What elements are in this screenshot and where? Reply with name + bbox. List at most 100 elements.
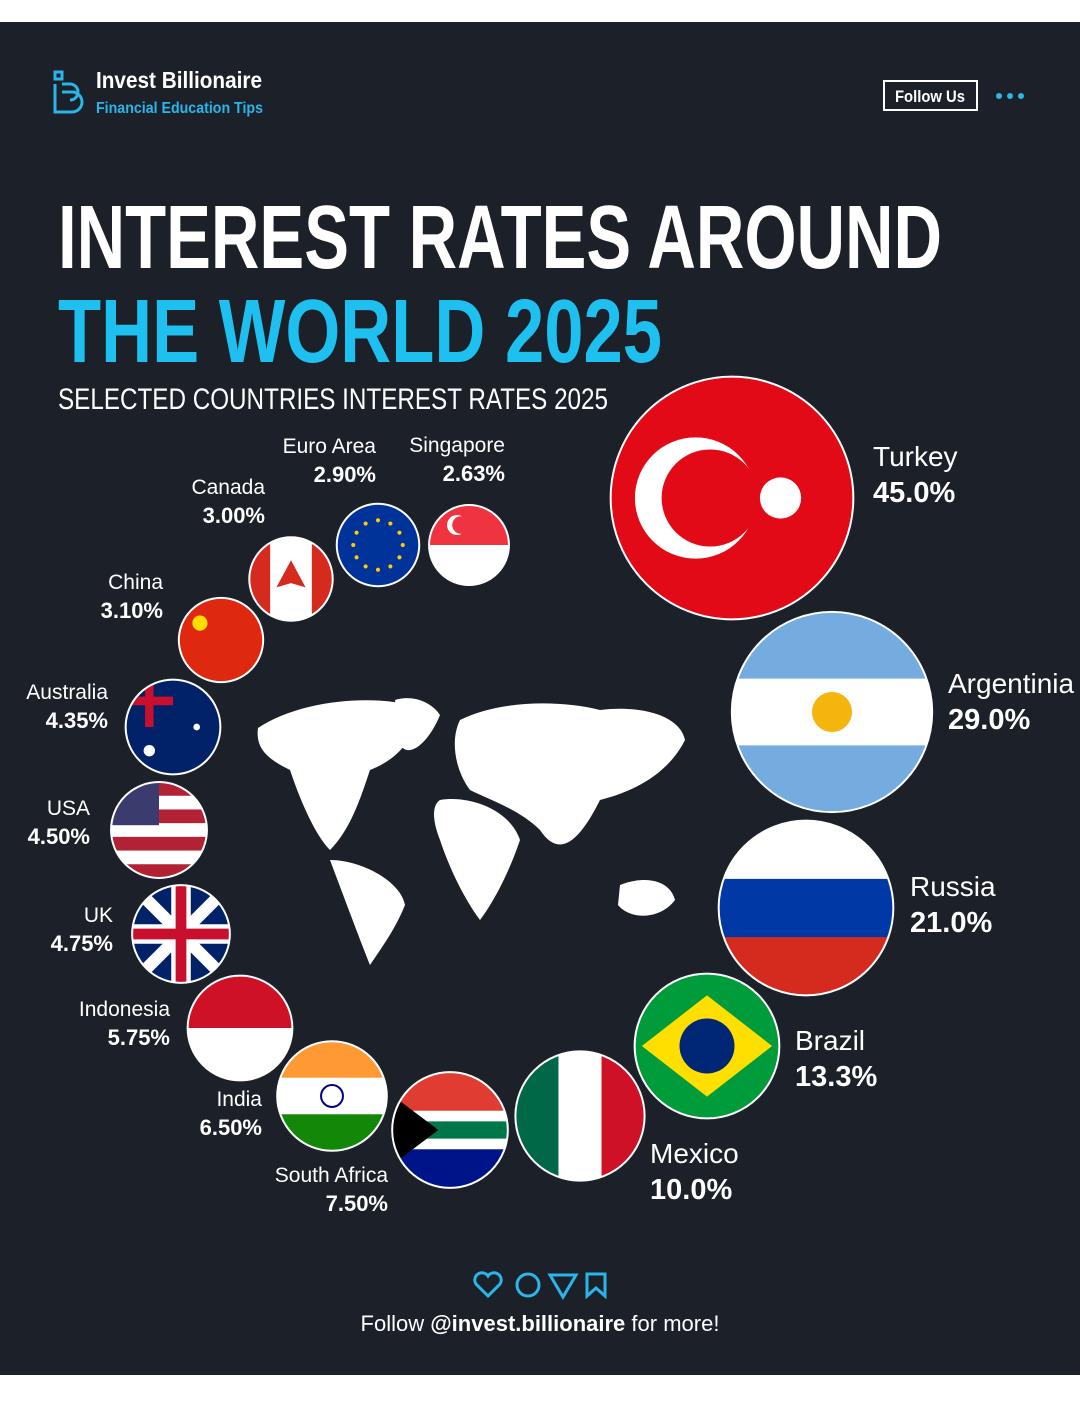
flag-emblem	[661, 449, 759, 547]
logo	[53, 70, 84, 114]
world-map	[257, 698, 685, 965]
flag	[634, 973, 780, 1119]
bubble	[633, 972, 781, 1120]
flag	[132, 885, 230, 983]
bubble	[276, 1040, 388, 1152]
flag-emblem	[363, 521, 368, 526]
flag-emblem	[276, 560, 306, 588]
flag-emblem	[392, 1095, 439, 1165]
value-label: 21.0%	[910, 907, 992, 939]
bubble	[335, 502, 421, 588]
brand: Invest Billionaire	[96, 67, 262, 93]
country-label: Russia	[910, 871, 996, 902]
more-menu[interactable]	[996, 93, 1024, 99]
bubble	[428, 504, 510, 586]
value-label: 2.63%	[443, 461, 505, 486]
value-label: 13.3%	[795, 1061, 877, 1093]
flag-stripe	[336, 503, 420, 587]
bubble	[186, 974, 294, 1082]
flag-emblem	[351, 542, 356, 548]
value-label: 3.10%	[101, 598, 163, 623]
flag-emblem	[143, 745, 155, 757]
flag-emblem	[320, 1084, 344, 1108]
value-label: 5.75%	[108, 1025, 170, 1050]
title-line-2: THE WORLD 2025	[58, 282, 662, 382]
flag	[610, 376, 854, 620]
country-label: Brazil	[795, 1025, 865, 1056]
flag-emblem	[397, 555, 402, 560]
country-label: Singapore	[409, 434, 505, 457]
country-label: India	[216, 1088, 262, 1111]
flag-stripe	[111, 823, 207, 838]
footer-suffix: for more!	[631, 1311, 719, 1336]
flag-stripe	[718, 878, 894, 939]
country-label: South Africa	[275, 1164, 389, 1187]
value-label: 6.50%	[200, 1115, 262, 1140]
value-label: 4.35%	[46, 708, 108, 733]
flag-emblem	[132, 885, 230, 983]
flag-emblem	[354, 530, 359, 535]
action-icons[interactable]	[473, 1271, 607, 1300]
subtitle: SELECTED COUNTRIES INTEREST RATES 2025	[58, 383, 608, 416]
country-label: USA	[47, 797, 90, 820]
country-label: Canada	[191, 476, 265, 499]
flag-emblem	[388, 564, 393, 569]
country-label: UK	[84, 904, 113, 927]
flag-emblem	[452, 516, 470, 534]
value-label: 45.0%	[873, 477, 955, 509]
flag-stripe	[178, 597, 264, 683]
flag-emblem	[363, 564, 368, 569]
bubble	[730, 610, 934, 814]
flag-stripe	[125, 679, 221, 775]
value-label: 7.50%	[326, 1191, 388, 1216]
flag-emblem	[759, 477, 802, 519]
bubble	[609, 375, 855, 621]
flag-emblem	[679, 1018, 735, 1074]
bubble	[131, 884, 231, 984]
flag	[178, 597, 264, 683]
value-label: 4.50%	[28, 824, 90, 849]
flag-stripe	[291, 537, 313, 621]
bubble	[717, 819, 895, 997]
follow-button-label[interactable]: Follow Us	[895, 87, 965, 106]
flag	[336, 503, 420, 587]
flag-emblem	[388, 521, 393, 526]
value-label: 10.0%	[650, 1174, 732, 1206]
value-label: 4.75%	[51, 931, 113, 956]
flag-emblem	[397, 530, 402, 535]
country-label: China	[108, 571, 163, 594]
flag-stripe	[277, 1077, 387, 1116]
flag-stripe	[111, 836, 207, 852]
bubble	[514, 1050, 646, 1182]
value-label: 2.90%	[314, 462, 376, 487]
country-label: Australia	[26, 681, 108, 704]
flag-stripe	[558, 1051, 603, 1181]
flag-emblem	[400, 542, 405, 548]
follow-button[interactable]	[883, 80, 978, 111]
footer-prefix: Follow	[361, 1311, 425, 1336]
bubble	[110, 781, 208, 879]
country-label: Euro Area	[283, 435, 377, 458]
value-label: 3.00%	[203, 503, 265, 528]
flag-emblem	[811, 691, 853, 733]
footer-handle: @invest.billionaire	[430, 1311, 625, 1336]
footer: Follow @invest.billionaire for more!	[361, 1311, 720, 1336]
bubble	[391, 1071, 509, 1189]
bubble	[248, 536, 334, 622]
flag-emblem	[375, 518, 381, 523]
flag	[718, 820, 894, 996]
flag-emblem	[354, 555, 359, 560]
flag-emblem	[192, 615, 208, 631]
flag-emblem	[375, 567, 381, 572]
flag-stripe	[111, 850, 207, 866]
country-label: Turkey	[873, 441, 958, 472]
country-label: Indonesia	[79, 998, 170, 1021]
value-label: 29.0%	[948, 704, 1030, 736]
flag-emblem	[193, 723, 201, 731]
bubble	[177, 596, 265, 684]
bubble	[124, 678, 222, 776]
tagline: Financial Education Tips	[96, 100, 263, 117]
country-label: Mexico	[650, 1138, 739, 1169]
